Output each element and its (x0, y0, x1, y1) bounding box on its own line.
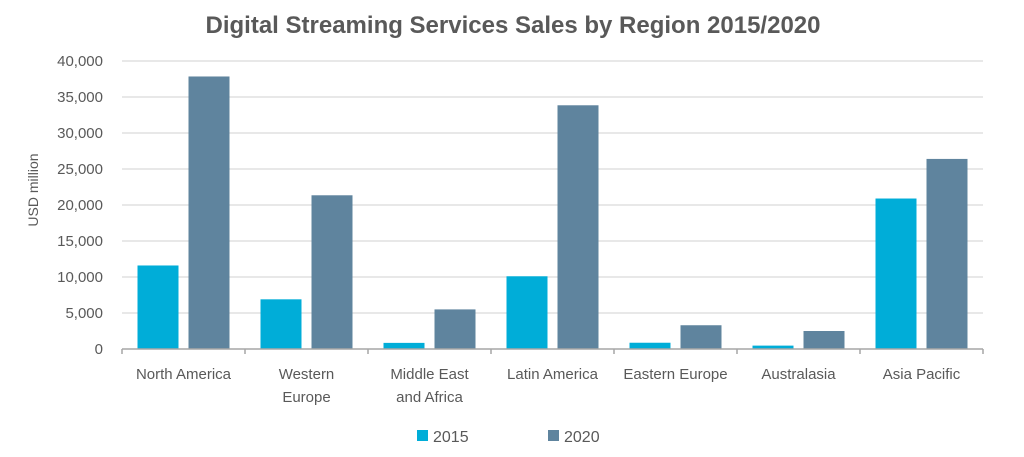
legend-label: 2020 (564, 429, 600, 446)
bar-2015 (383, 342, 425, 349)
x-category-label: Australasia (761, 366, 836, 383)
bar-2015 (752, 345, 794, 349)
bar-2015 (137, 265, 179, 349)
bar-2020 (311, 195, 353, 349)
y-tick-label: 35,000 (57, 89, 103, 106)
y-tick-label: 40,000 (57, 53, 103, 70)
bar-2020 (557, 105, 599, 349)
x-category-label: Eastern Europe (623, 366, 727, 383)
legend-swatch (548, 430, 559, 441)
y-tick-label: 5,000 (65, 305, 103, 322)
bar-2020 (803, 331, 845, 349)
bar-2020 (434, 309, 476, 349)
bars (137, 76, 968, 349)
bar-2015 (260, 299, 302, 349)
legend-label: 2015 (433, 429, 469, 446)
legend-swatch (417, 430, 428, 441)
y-tick-label: 0 (95, 341, 103, 358)
y-axis-title: USD million (25, 153, 41, 226)
y-tick-label: 10,000 (57, 269, 103, 286)
y-tick-label: 30,000 (57, 125, 103, 142)
legend: 2015 2020 (417, 429, 600, 446)
x-category-label: Latin America (507, 366, 599, 383)
y-tick-label: 25,000 (57, 161, 103, 178)
x-category-label: Middle East and Africa (390, 366, 469, 406)
bar-2020 (926, 158, 968, 349)
chart-title: Digital Streaming Services Sales by Regi… (206, 12, 821, 39)
bar-2015 (875, 198, 917, 349)
y-tick-label: 15,000 (57, 233, 103, 250)
bar-2020 (188, 76, 230, 349)
bar-2015 (506, 276, 548, 349)
x-category-label: North America (136, 366, 232, 383)
legend-item-2015: 2015 (417, 429, 469, 446)
x-category-label: Asia Pacific (883, 366, 961, 383)
x-category-label: Western Europe (279, 366, 335, 406)
bar-2020 (680, 325, 722, 349)
gridlines (122, 60, 983, 314)
x-axis: North America Western Europe Middle East and… (121, 348, 984, 406)
y-axis-ticks: 0 5,000 10,000 15,000 20,000 25,000 30,000 35,0… (57, 53, 103, 358)
bar-2015 (629, 342, 671, 349)
y-tick-label: 20,000 (57, 197, 103, 214)
legend-item-2020: 2020 (548, 429, 600, 446)
